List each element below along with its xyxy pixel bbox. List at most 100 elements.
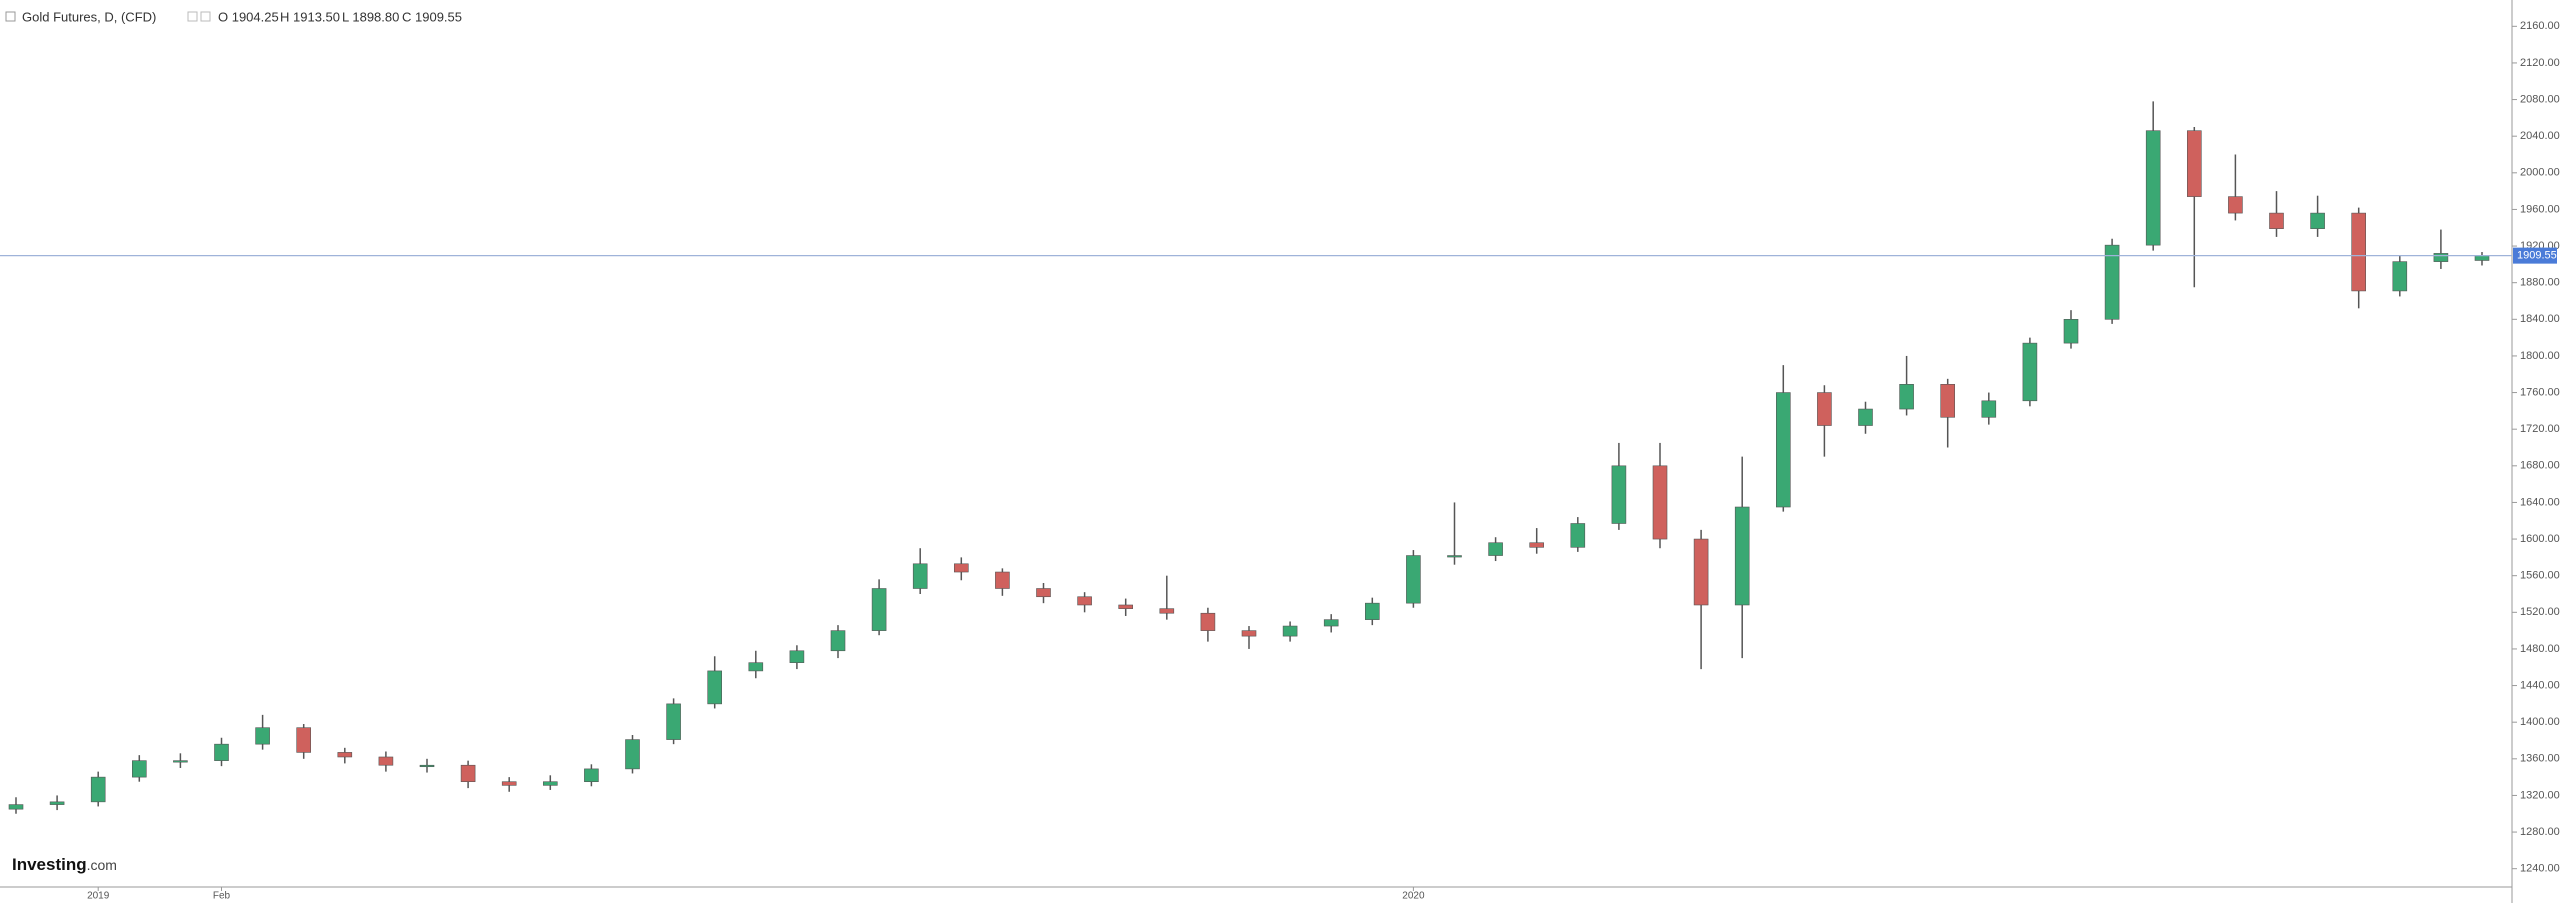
candle-body (1611, 465, 1627, 524)
candle-body (1776, 392, 1791, 508)
candle-body (830, 630, 846, 652)
candle-body (2433, 253, 2449, 262)
y-tick-label: 1280.00 (2520, 826, 2560, 838)
brand-main: Investing (12, 855, 87, 874)
y-tick-label: 1600.00 (2520, 533, 2560, 545)
candle-body (1529, 542, 1544, 548)
candle-body (2187, 130, 2202, 197)
candle-body (1570, 523, 1586, 548)
y-tick-label: 1520.00 (2520, 606, 2560, 618)
ohlc-close: C 1909.55 (402, 9, 462, 24)
candle-body (748, 662, 764, 672)
candle-body (2022, 342, 2038, 402)
candle-body (214, 743, 229, 761)
y-tick-label: 2160.00 (2520, 20, 2560, 32)
candle-body (1858, 408, 1873, 426)
y-tick-label: 1360.00 (2520, 753, 2560, 765)
y-tick-label: 2040.00 (2520, 130, 2560, 142)
y-tick-label: 1400.00 (2520, 716, 2560, 728)
candle-body (419, 764, 435, 768)
y-tick-label: 2000.00 (2520, 167, 2560, 179)
candle-body (460, 764, 476, 783)
brand-suffix: .com (87, 857, 117, 873)
candle-body (1899, 384, 1914, 410)
candle-body (378, 756, 394, 766)
ohlc-low: L 1898.80 (342, 9, 399, 24)
candle-body (625, 739, 640, 770)
candle-body (871, 588, 887, 631)
y-tick-label: 1560.00 (2520, 570, 2560, 582)
candle-body (173, 760, 188, 763)
collapse-icon[interactable] (5, 11, 16, 22)
candle-body (1365, 602, 1380, 620)
candle-body (1981, 400, 1997, 418)
y-tick-label: 1480.00 (2520, 643, 2560, 655)
candle-body (2392, 261, 2408, 292)
candle-body (1940, 384, 1955, 418)
candle-body (1323, 619, 1339, 627)
candle-body (296, 727, 312, 753)
candle-body (2063, 319, 2079, 344)
candle-body (2351, 212, 2366, 292)
y-tick-label: 1840.00 (2520, 313, 2560, 325)
candle-body (255, 727, 270, 745)
y-tick-label: 1760.00 (2520, 386, 2560, 398)
candle-body (501, 781, 517, 786)
candle-body (995, 571, 1010, 589)
candle-body (2104, 244, 2120, 320)
candle-body (1282, 625, 1298, 637)
candle-body (1693, 538, 1709, 606)
x-tick-label: Feb (213, 891, 231, 902)
y-tick-label: 2080.00 (2520, 93, 2560, 105)
candle-body (1652, 465, 1668, 540)
candle-body (1200, 612, 1216, 631)
candle-body (337, 752, 353, 758)
candle-body (2269, 212, 2284, 229)
candle-body (542, 781, 558, 786)
candle-body (707, 670, 723, 705)
candle-body (584, 768, 599, 783)
candle-body (789, 650, 805, 663)
last-price-box (2513, 247, 2557, 264)
candle-body (8, 804, 24, 810)
candle-body (1036, 588, 1051, 598)
candle-body (912, 563, 928, 589)
ohlc-open: O 1904.25 (218, 9, 279, 24)
y-tick-label: 1800.00 (2520, 350, 2560, 362)
close-icon[interactable] (200, 11, 211, 22)
y-tick-label: 1640.00 (2520, 496, 2560, 508)
candle-body (1406, 555, 1421, 604)
y-tick-label: 1240.00 (2520, 863, 2560, 875)
candle-body (1488, 542, 1503, 556)
y-tick-label: 1720.00 (2520, 423, 2560, 435)
candle-body (2145, 130, 2161, 246)
chart-title: Gold Futures, D, (CFD) (22, 9, 156, 24)
candle-body (1077, 596, 1092, 606)
candle-body (1118, 604, 1133, 609)
y-tick-label: 1320.00 (2520, 789, 2560, 801)
candle-body (1241, 630, 1257, 637)
candle-body (1734, 506, 1750, 606)
candle-body (953, 563, 969, 573)
y-tick-label: 1880.00 (2520, 277, 2560, 289)
y-tick-label: 1680.00 (2520, 460, 2560, 472)
settings-icon[interactable] (187, 11, 198, 22)
candle-body (2474, 255, 2490, 261)
candle-body (132, 760, 147, 778)
candle-body (49, 801, 65, 805)
candle-body (1447, 555, 1462, 558)
x-tick-label: 2020 (1402, 891, 1425, 902)
y-tick-label: 2120.00 (2520, 57, 2560, 69)
y-tick-label: 1440.00 (2520, 679, 2560, 691)
candle-body (666, 703, 681, 740)
last-price-label: 1909.55 (2517, 250, 2557, 262)
candle-body (2310, 212, 2325, 229)
ohlc-high: H 1913.50 (280, 9, 340, 24)
candle-body (90, 776, 106, 803)
y-tick-label: 1960.00 (2520, 203, 2560, 215)
candle-body (1159, 608, 1175, 614)
candle-body (2228, 196, 2243, 214)
brand-logo: Investing.com (12, 855, 117, 874)
